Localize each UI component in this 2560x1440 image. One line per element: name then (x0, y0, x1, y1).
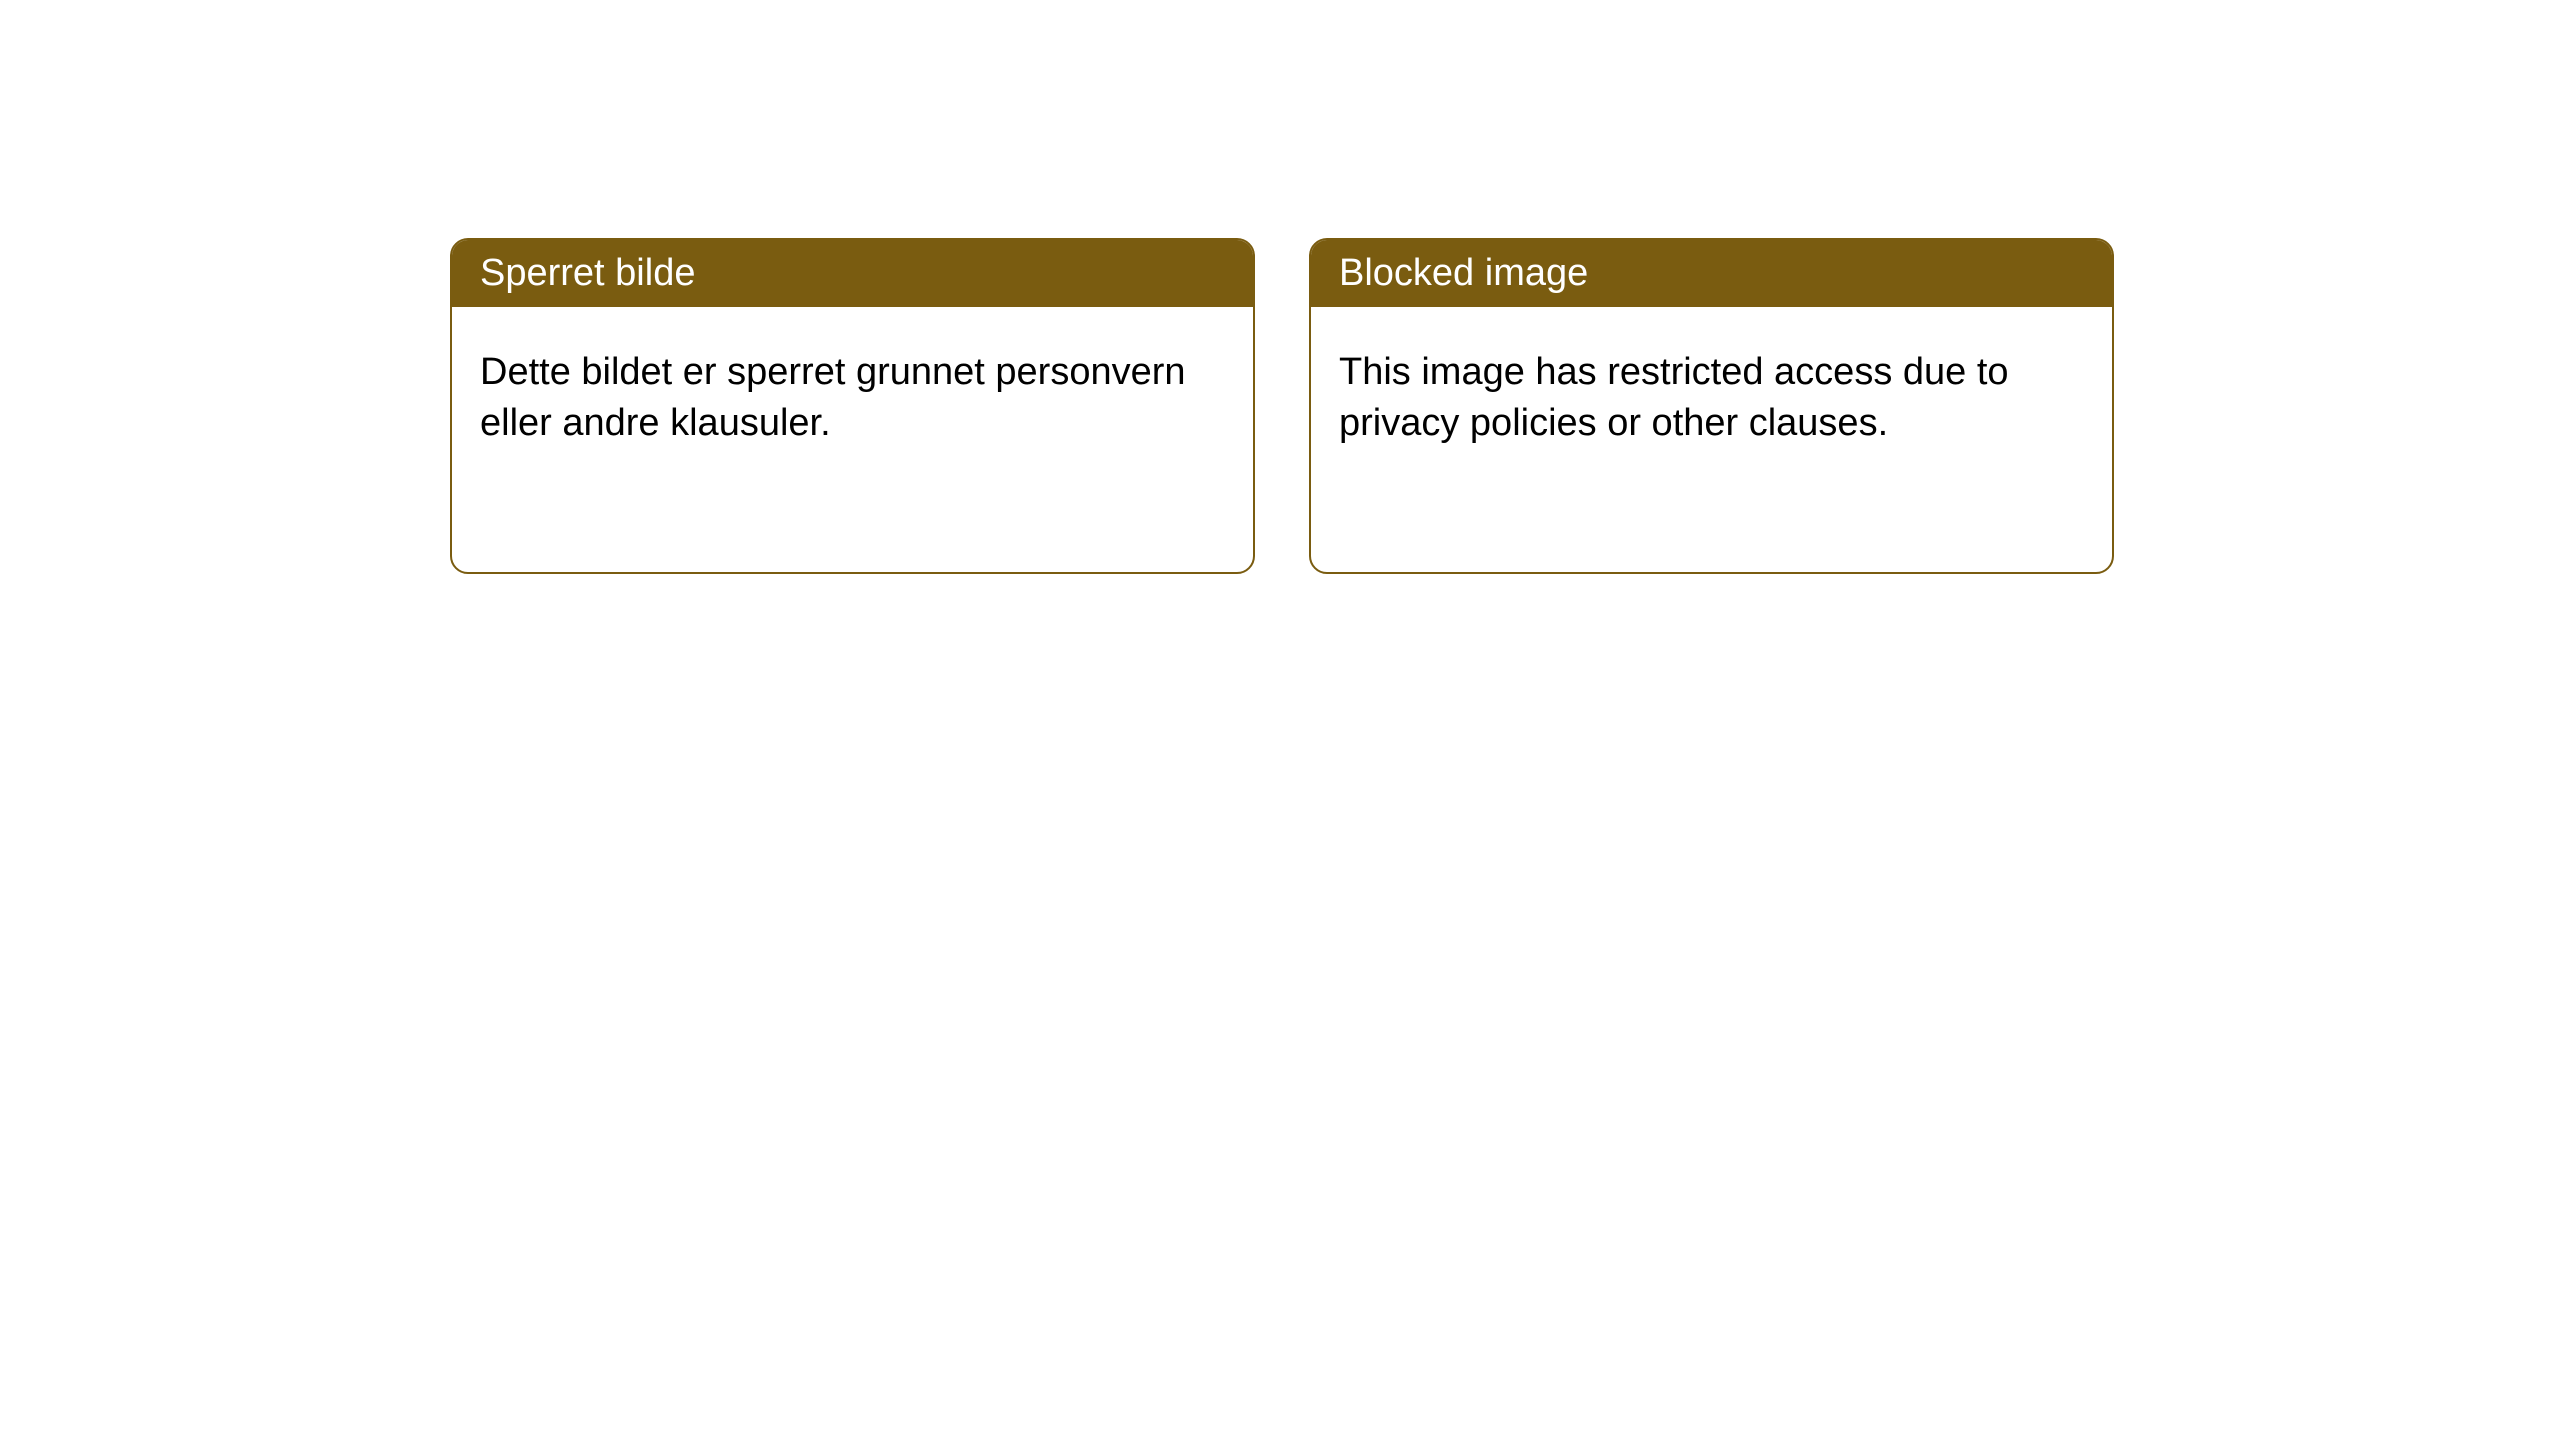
notice-card-english: Blocked image This image has restricted … (1309, 238, 2114, 574)
card-title: Blocked image (1339, 252, 1588, 294)
card-header: Sperret bilde (452, 240, 1253, 307)
card-title: Sperret bilde (480, 252, 695, 294)
notice-card-norwegian: Sperret bilde Dette bildet er sperret gr… (450, 238, 1255, 574)
card-message: Dette bildet er sperret grunnet personve… (480, 351, 1186, 444)
card-body: Dette bildet er sperret grunnet personve… (452, 307, 1253, 490)
card-body: This image has restricted access due to … (1311, 307, 2112, 490)
card-header: Blocked image (1311, 240, 2112, 307)
card-message: This image has restricted access due to … (1339, 351, 2009, 444)
notice-container: Sperret bilde Dette bildet er sperret gr… (450, 238, 2114, 574)
